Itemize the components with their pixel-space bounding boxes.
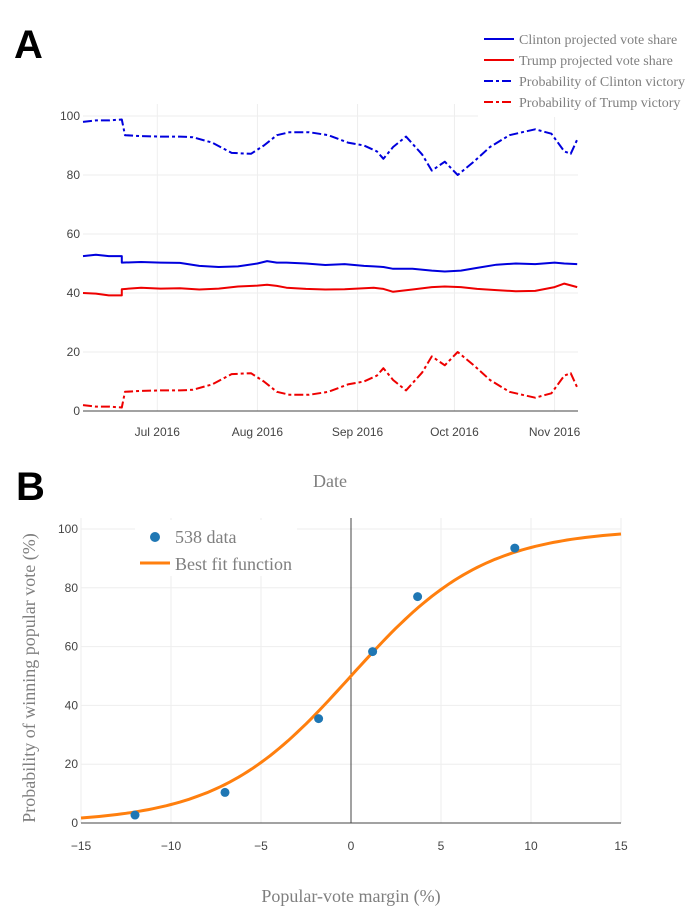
panel-b-y-tick-40: 40 [65, 698, 79, 712]
panel-b-data-point-0 [130, 810, 140, 820]
panel-b-x-axis-title: Popular-vote margin (%) [261, 886, 440, 907]
panel-b-y-tick-20: 20 [65, 757, 79, 771]
legend-label-trump-share: Trump projected vote share [519, 54, 673, 69]
panel-a-series-line-0 [82, 253, 578, 273]
panel-b-data-point-5 [510, 543, 520, 553]
legend-label-clinton-share: Clinton projected vote share [519, 33, 677, 48]
panel-a-chart: 0 20 40 60 80 100 Jul 2016 Aug 2016 Sep 2016 Oct … [60, 27, 692, 491]
panel-b-y-tick-0: 0 [71, 816, 78, 830]
panel-b-x-tick-0: −15 [71, 839, 92, 853]
panel-b-x-tick-1: −10 [161, 839, 182, 853]
panel-a-legend-box [478, 27, 692, 117]
panel-a-tick-labels: 0 20 40 60 80 100 Jul 2016 Aug 2016 Sep 2016 Oct … [60, 109, 581, 439]
panel-a-legend: Clinton projected vote share Trump proje… [478, 27, 692, 117]
legend-swatch-538-data [150, 532, 160, 542]
panel-a-y-tick-100: 100 [60, 109, 80, 123]
panel-b-y-tick-60: 60 [65, 640, 79, 654]
panel-b-data-point-2 [314, 714, 324, 724]
panel-b-x-tick-5: 10 [524, 839, 538, 853]
panel-b-x-tick-4: 5 [438, 839, 445, 853]
panel-a-y-tick-80: 80 [67, 168, 81, 182]
panel-b-fit-curve [80, 532, 622, 820]
panel-b-y-axis-title: Probability of winning popular vote (%) [19, 533, 40, 822]
panel-a-series [82, 118, 579, 409]
panel-a-x-tick-4: Nov 2016 [529, 425, 581, 439]
panel-a-series-line-3 [82, 351, 579, 409]
legend-label-clinton-prob: Probability of Clinton victory [519, 75, 685, 90]
panel-a-y-tick-60: 60 [67, 227, 81, 241]
panel-a-y-tick-0: 0 [73, 404, 80, 418]
panel-a-x-axis-title: Date [313, 471, 347, 491]
panel-a-x-tick-0: Jul 2016 [135, 425, 181, 439]
legend-label-best-fit: Best fit function [175, 554, 292, 574]
panel-b-y-tick-80: 80 [65, 581, 79, 595]
panel-a-x-tick-3: Oct 2016 [430, 425, 479, 439]
panel-b-series [80, 532, 622, 820]
panel-b-x-tick-2: −5 [254, 839, 268, 853]
panel-b-y-tick-100: 100 [58, 522, 78, 536]
panel-b-data-point-4 [413, 592, 423, 602]
panel-b-chart: 0 20 40 60 80 100 −15 −10 −5 0 5 10 15 Popular-vote … [19, 518, 628, 907]
panel-b-legend-box [135, 520, 297, 576]
panel-b-x-tick-6: 15 [614, 839, 628, 853]
panel-b-label: B [16, 465, 45, 509]
panel-b-x-tick-3: 0 [348, 839, 355, 853]
panel-a-x-tick-1: Aug 2016 [232, 425, 284, 439]
panel-a-label: A [14, 23, 43, 67]
panel-b-legend: 538 data Best fit function [135, 520, 297, 576]
panel-a-y-tick-20: 20 [67, 345, 81, 359]
panel-b-data-point-3 [368, 647, 378, 657]
legend-label-538-data: 538 data [175, 527, 236, 547]
legend-label-trump-prob: Probability of Trump victory [519, 96, 680, 111]
panel-a-series-line-1 [82, 282, 578, 297]
panel-a-series-line-2 [82, 118, 579, 176]
panel-b-axes [81, 518, 621, 824]
panel-a-y-tick-40: 40 [67, 286, 81, 300]
panel-b-data-point-1 [220, 787, 230, 797]
panel-a-x-tick-2: Sep 2016 [332, 425, 384, 439]
panel-a-gridlines [83, 104, 578, 411]
panel-b-tick-labels: 0 20 40 60 80 100 −15 −10 −5 0 5 10 15 [58, 522, 628, 853]
